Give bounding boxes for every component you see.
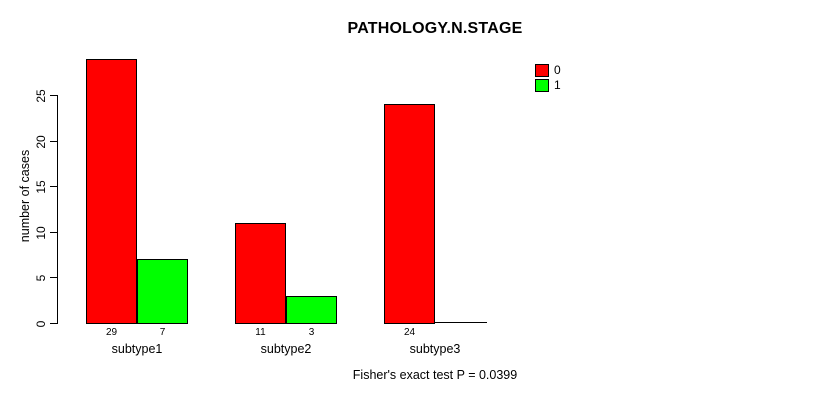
bar-value-label: 3: [308, 327, 315, 338]
legend-label: 1: [554, 78, 561, 92]
bar-subtype3-group1: [435, 322, 487, 323]
legend-item: 1: [535, 79, 561, 92]
y-tick: [50, 323, 57, 324]
y-tick-label: 10: [34, 225, 48, 240]
bar-subtype2-group0: [235, 222, 286, 324]
bar-subtype1-group1: [137, 259, 188, 324]
category-label: subtype1: [111, 342, 163, 356]
category-label: subtype3: [409, 342, 461, 356]
category-label: subtype2: [260, 342, 312, 356]
y-axis-line: [57, 95, 58, 324]
legend-swatch-icon: [535, 64, 549, 77]
bar-subtype2-group1: [286, 295, 337, 324]
y-tick: [50, 95, 57, 96]
legend-label: 0: [554, 63, 561, 77]
y-tick: [50, 277, 57, 278]
bar-value-label: 7: [159, 327, 166, 338]
y-tick-label: 15: [34, 179, 48, 194]
legend-item: 0: [535, 64, 561, 77]
bar-value-label: 24: [403, 327, 416, 338]
y-axis-label: number of cases: [18, 149, 32, 243]
y-tick-label: 5: [34, 274, 48, 281]
y-tick-label: 20: [34, 134, 48, 149]
bar-subtype1-group0: [86, 58, 137, 324]
y-tick: [50, 141, 57, 142]
legend-swatch-icon: [535, 79, 549, 92]
y-tick-label: 25: [34, 88, 48, 103]
chart-title: PATHOLOGY.N.STAGE: [347, 20, 523, 37]
bar-subtype3-group0: [384, 104, 435, 324]
y-tick: [50, 232, 57, 233]
bar-value-label: 11: [255, 327, 266, 338]
y-tick-label: 0: [34, 320, 48, 327]
bar-value-label: 29: [105, 327, 118, 338]
y-tick: [50, 186, 57, 187]
annotation-text: Fisher's exact test P = 0.0399: [352, 368, 518, 382]
